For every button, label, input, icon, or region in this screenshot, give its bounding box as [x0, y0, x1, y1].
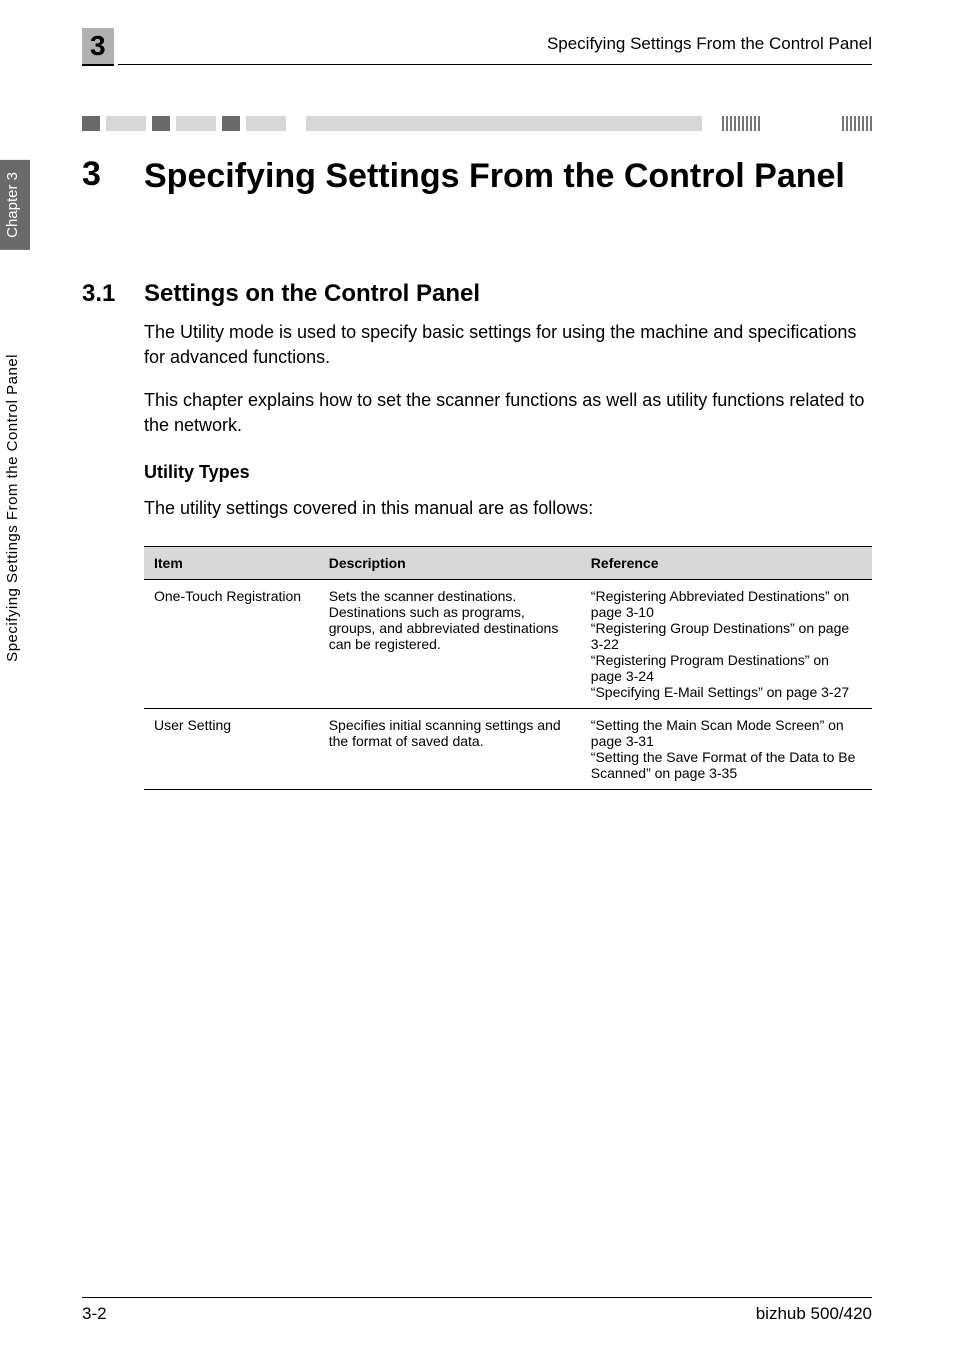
decor-segment	[246, 116, 286, 131]
side-tab-chapter: Chapter 3	[0, 160, 30, 250]
heading-1: 3 Specifying Settings From the Control P…	[82, 155, 872, 198]
heading-2: 3.1 Settings on the Control Panel	[82, 280, 872, 308]
table-cell-reference: “Setting the Main Scan Mode Screen” on p…	[581, 709, 872, 790]
table-row: User Setting Specifies initial scanning …	[144, 709, 872, 790]
utility-table: Item Description Reference One-Touch Reg…	[144, 546, 872, 790]
table-header-item: Item	[144, 547, 319, 580]
decor-segment	[106, 116, 146, 131]
table-header-row: Item Description Reference	[144, 547, 872, 580]
heading-1-text: Specifying Settings From the Control Pan…	[144, 155, 845, 198]
subheading-utility-types: Utility Types	[144, 462, 250, 483]
decor-segment	[82, 116, 100, 131]
heading-1-number: 3	[82, 155, 144, 194]
paragraph: The utility settings covered in this man…	[144, 496, 872, 521]
decor-gap	[762, 116, 842, 131]
heading-2-number: 3.1	[82, 280, 144, 308]
footer-rule	[82, 1297, 872, 1298]
table-cell-description: Specifies initial scanning settings and …	[319, 709, 581, 790]
table-cell-item: One-Touch Registration	[144, 580, 319, 709]
table-header-reference: Reference	[581, 547, 872, 580]
decor-segment	[152, 116, 170, 131]
decor-bar	[82, 116, 872, 131]
paragraph: The Utility mode is used to specify basi…	[144, 320, 872, 370]
decor-gap	[286, 116, 306, 131]
heading-2-text: Settings on the Control Panel	[144, 280, 480, 308]
decor-gap	[702, 116, 722, 131]
table-row: One-Touch Registration Sets the scanner …	[144, 580, 872, 709]
decor-segment	[222, 116, 240, 131]
decor-stripes	[722, 116, 762, 131]
side-label-title: Specifying Settings From the Control Pan…	[0, 342, 30, 674]
table-header-description: Description	[319, 547, 581, 580]
paragraph: This chapter explains how to set the sca…	[144, 388, 872, 438]
footer-page-number: 3-2	[82, 1304, 107, 1324]
table-cell-reference: “Registering Abbreviated Destinations” o…	[581, 580, 872, 709]
chapter-badge: 3	[82, 28, 114, 66]
header-title: Specifying Settings From the Control Pan…	[547, 34, 872, 54]
footer-product-name: bizhub 500/420	[756, 1304, 872, 1324]
decor-segment	[176, 116, 216, 131]
decor-long-segment	[306, 116, 702, 131]
header-rule	[118, 64, 872, 65]
decor-stripes	[842, 116, 872, 131]
table-cell-item: User Setting	[144, 709, 319, 790]
table-cell-description: Sets the scanner destinations. Destinati…	[319, 580, 581, 709]
